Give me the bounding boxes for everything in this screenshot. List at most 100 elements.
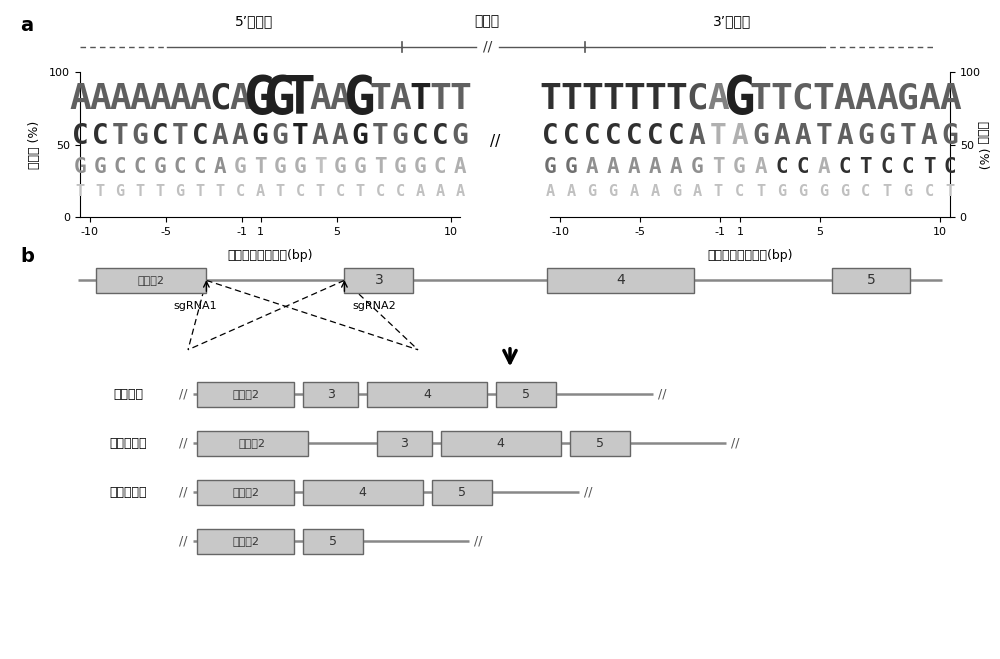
Text: G: G	[733, 157, 746, 177]
Text: T: T	[882, 184, 891, 199]
Text: A: A	[214, 157, 226, 177]
Text: T: T	[539, 82, 561, 115]
Text: T: T	[750, 82, 771, 115]
Text: C: C	[584, 123, 600, 150]
Text: G: G	[857, 123, 874, 150]
Text: T: T	[314, 157, 326, 177]
Text: T: T	[355, 184, 365, 199]
Text: A: A	[454, 157, 466, 177]
Text: C: C	[838, 157, 851, 177]
Text: T: T	[372, 123, 388, 150]
Text: A: A	[628, 157, 641, 177]
Text: G: G	[452, 123, 468, 150]
Text: 自剪接位点的距离(bp): 自剪接位点的距离(bp)	[227, 249, 313, 262]
FancyBboxPatch shape	[344, 268, 413, 293]
Text: G: G	[274, 157, 286, 177]
Text: A: A	[876, 82, 898, 115]
Text: T: T	[112, 123, 128, 150]
Text: C: C	[902, 157, 914, 177]
Text: a: a	[20, 16, 33, 36]
Text: C: C	[192, 123, 208, 150]
Text: G: G	[334, 157, 346, 177]
Text: T: T	[284, 72, 316, 125]
Text: G: G	[392, 123, 408, 150]
Text: C: C	[295, 184, 305, 199]
FancyBboxPatch shape	[303, 382, 358, 407]
Text: A: A	[817, 157, 830, 177]
Text: A: A	[566, 184, 576, 199]
Text: //: //	[584, 486, 592, 499]
Text: C: C	[563, 123, 579, 150]
Text: T: T	[644, 82, 666, 115]
Text: A: A	[834, 82, 856, 115]
Text: A: A	[69, 82, 91, 115]
Text: C: C	[792, 82, 814, 115]
Text: 5: 5	[522, 387, 530, 401]
Text: G: G	[414, 157, 426, 177]
Text: C: C	[626, 123, 643, 150]
Text: 4: 4	[616, 273, 625, 287]
Text: T: T	[665, 82, 687, 115]
Text: 可能性 (%): 可能性 (%)	[976, 121, 989, 169]
Text: A: A	[389, 82, 411, 115]
Text: A: A	[651, 184, 660, 199]
Text: G: G	[234, 157, 246, 177]
Text: A: A	[586, 157, 598, 177]
Text: G: G	[264, 72, 296, 125]
Text: 5: 5	[867, 273, 875, 287]
Text: A: A	[836, 123, 853, 150]
Text: T: T	[75, 184, 85, 199]
Text: 3: 3	[400, 437, 408, 449]
Text: G: G	[588, 184, 597, 199]
Text: T: T	[945, 184, 955, 199]
Text: G: G	[672, 184, 681, 199]
Text: A: A	[855, 82, 877, 115]
Text: //: //	[179, 387, 188, 401]
Text: T: T	[369, 82, 391, 115]
FancyBboxPatch shape	[570, 430, 630, 455]
Text: T: T	[602, 82, 624, 115]
Text: //: //	[179, 486, 188, 499]
Text: G: G	[752, 123, 769, 150]
Text: A: A	[255, 184, 265, 199]
Text: T: T	[923, 157, 935, 177]
Text: A: A	[545, 184, 555, 199]
Text: C: C	[605, 123, 622, 150]
Text: A: A	[708, 82, 729, 115]
Text: C: C	[647, 123, 664, 150]
Text: A: A	[312, 123, 328, 150]
Text: G: G	[115, 184, 125, 199]
Text: G: G	[294, 157, 306, 177]
Text: 内含子保留: 内含子保留	[109, 437, 147, 449]
Text: G: G	[897, 82, 919, 115]
Text: A: A	[129, 82, 151, 115]
Text: T: T	[756, 184, 765, 199]
Text: A: A	[169, 82, 191, 115]
Text: T: T	[315, 184, 325, 199]
Text: 5’外显子: 5’外显子	[235, 14, 273, 28]
FancyBboxPatch shape	[303, 480, 423, 505]
Text: 外显刱2: 外显刱2	[239, 438, 266, 448]
Text: A: A	[754, 157, 767, 177]
Text: 正常剪切: 正常剪切	[113, 387, 143, 401]
Text: sgRNA1: sgRNA1	[174, 301, 217, 311]
Text: 可能性 (%): 可能性 (%)	[28, 121, 41, 169]
Text: A: A	[649, 157, 662, 177]
FancyBboxPatch shape	[197, 382, 294, 407]
Text: C: C	[432, 123, 448, 150]
Text: T: T	[714, 184, 723, 199]
Text: T: T	[215, 184, 225, 199]
FancyBboxPatch shape	[197, 480, 294, 505]
Text: G: G	[74, 157, 86, 177]
Text: A: A	[455, 184, 465, 199]
Text: C: C	[686, 82, 708, 115]
FancyBboxPatch shape	[377, 430, 432, 455]
Text: 3’外显子: 3’外显子	[713, 14, 752, 28]
Text: 外显刱2: 外显刱2	[232, 536, 259, 546]
Text: G: G	[942, 123, 958, 150]
Text: G: G	[272, 123, 288, 150]
Text: C: C	[861, 184, 870, 199]
Text: A: A	[329, 82, 351, 115]
FancyBboxPatch shape	[197, 529, 294, 554]
Text: G: G	[154, 157, 166, 177]
